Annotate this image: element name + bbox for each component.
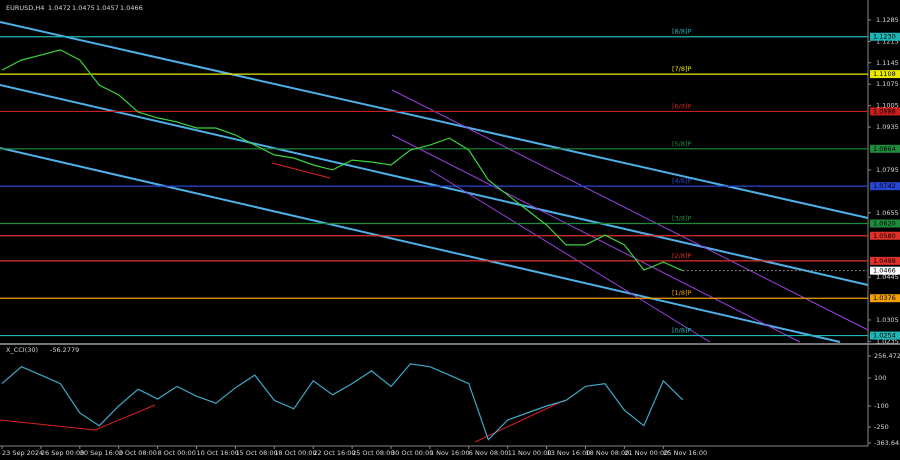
channel-line: [0, 147, 841, 343]
ohlc-value: 1.0472: [48, 4, 71, 12]
level-label: 1.0620: [873, 220, 896, 228]
level-label: 1.0376: [873, 294, 896, 302]
level-tag: [6/8]P: [672, 102, 692, 110]
y2-tick-label: -363.641: [874, 439, 900, 447]
level-tag: [4/8]P: [672, 177, 692, 185]
y-tick-label: 1.1285: [876, 16, 899, 24]
current-price-bg: [870, 266, 900, 275]
trend-line: [0, 404, 156, 431]
level-tag: [0/8]P: [672, 327, 692, 335]
y-tick-label: 1.0795: [876, 166, 899, 174]
level-tag: [2/8]P: [672, 252, 692, 260]
x-tick-label: 8 Oct 00:00: [158, 449, 196, 457]
level-tag: [8/8]P: [672, 28, 692, 36]
level-label: 1.0254: [873, 332, 896, 340]
ohlc-value: 1.0457: [96, 4, 119, 12]
indicator-value: -56.2779: [50, 346, 79, 354]
y2-tick-label: 256.4725: [874, 352, 900, 360]
x-tick-label: 1 Nov 16:00: [430, 449, 470, 457]
level-label-bg: [870, 107, 900, 116]
x-tick-label: 18 Nov 08:00: [586, 449, 630, 457]
level-label-bg: [870, 182, 900, 191]
level-label: 1.0864: [873, 145, 896, 153]
channel-line: [0, 21, 869, 219]
level-tag: [1/8]P: [672, 289, 692, 297]
level-tag: [7/8]P: [672, 65, 692, 73]
level-label-bg: [870, 256, 900, 265]
x-tick-label: 30 Oct 00:00: [391, 449, 433, 457]
x-tick-label: 11 Nov 00:00: [508, 449, 552, 457]
x-tick-label: 25 Nov 16:00: [663, 449, 707, 457]
x-tick-label: 25 Oct 08:00: [352, 449, 394, 457]
level-label-bg: [870, 331, 900, 340]
y-tick-label: 1.1215: [876, 37, 899, 45]
level-label-bg: [870, 219, 900, 228]
level-label-bg: [870, 231, 900, 240]
y-tick-label: 1.0445: [876, 273, 899, 281]
x-tick-label: 15 Oct 08:00: [235, 449, 277, 457]
y-tick-label: 1.0935: [876, 123, 899, 131]
current-price-label: 1.0466: [873, 267, 896, 275]
x-tick-label: 26 Sep 00:00: [41, 449, 84, 457]
regression-line: [429, 169, 711, 343]
x-tick-label: 23 Sep 2024: [2, 449, 43, 457]
x-tick-label: 13 Nov 16:00: [547, 449, 591, 457]
level-label-bg: [870, 294, 900, 303]
level-label: 1.0986: [873, 107, 896, 115]
x-tick-label: 21 Nov 00:00: [624, 449, 668, 457]
ohlc-value: 1.0466: [120, 4, 143, 12]
y-tick-label: 1.0655: [876, 209, 899, 217]
y2-tick-label: 100: [874, 374, 886, 382]
symbol-label: EURUSD,H4: [6, 4, 44, 12]
trend-line: [474, 399, 566, 443]
x-tick-label: 18 Oct 00:00: [274, 449, 316, 457]
y-tick-label: 1.0305: [876, 316, 899, 324]
channel-line: [0, 84, 869, 286]
level-label: 1.0580: [873, 232, 896, 240]
indicator-label: X_CCI(30): [6, 346, 38, 354]
x-tick-label: 3 Oct 08:00: [119, 449, 157, 457]
trend-line: [271, 162, 331, 179]
level-label: 1.1108: [873, 70, 896, 78]
drawings: [0, 21, 869, 443]
level-label-bg: [870, 144, 900, 153]
regression-line: [391, 134, 801, 343]
regression-line: [391, 89, 869, 331]
x-tick-label: 22 Oct 16:00: [313, 449, 355, 457]
level-tag: [3/8]P: [672, 215, 692, 223]
ohlc-value: 1.0475: [72, 4, 95, 12]
level-label: 1.0498: [873, 257, 896, 265]
x-tick-label: 10 Oct 16:00: [197, 449, 239, 457]
y-tick-label: 1.1145: [876, 59, 899, 67]
level-tag: [5/8]P: [672, 140, 692, 148]
y-tick-label: 1.0235: [876, 337, 899, 345]
level-label-bg: [870, 32, 900, 41]
level-label: 1.0742: [873, 182, 896, 190]
level-label: 1.1230: [873, 33, 896, 41]
x-tick-label: 6 Nov 08:00: [469, 449, 509, 457]
y-tick-label: 1.1075: [876, 80, 899, 88]
level-label-bg: [870, 70, 900, 79]
y2-tick-label: -100: [874, 402, 889, 410]
indicator-line: [1, 363, 684, 441]
price-line: [1, 49, 684, 272]
x-tick-label: 30 Sep 16:00: [80, 449, 123, 457]
y-tick-label: 1.1005: [876, 102, 899, 110]
y2-tick-label: -250: [874, 423, 889, 431]
